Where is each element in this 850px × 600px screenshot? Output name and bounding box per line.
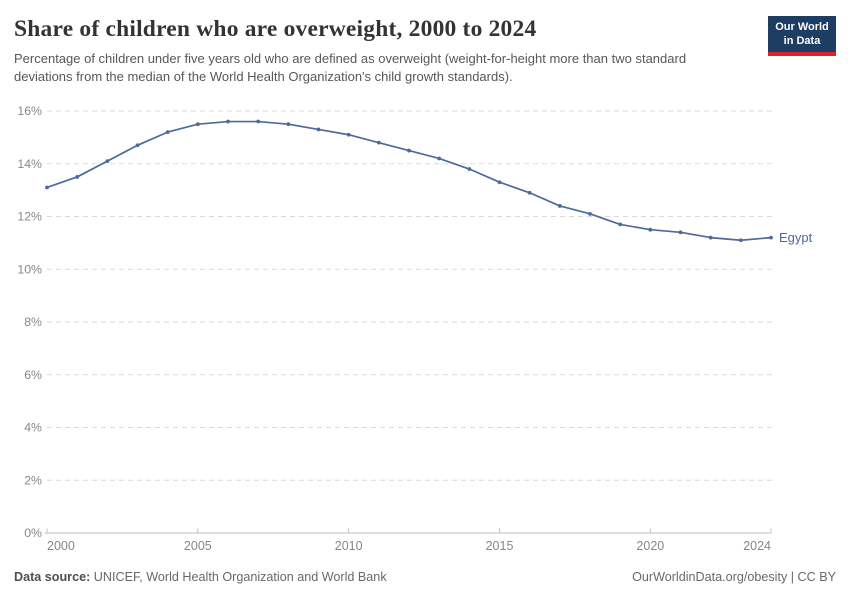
data-source-label: Data source: [14, 570, 91, 584]
x-axis-tick-label: 2015 [486, 539, 514, 553]
y-axis-tick-label: 12% [17, 210, 42, 224]
data-point [497, 180, 502, 185]
data-point [467, 167, 472, 171]
data-point [376, 140, 381, 145]
data-point [346, 132, 351, 137]
data-point [769, 235, 773, 240]
x-axis-tick-label: 2000 [47, 539, 75, 553]
chart-subtitle: Percentage of children under five years … [14, 51, 687, 84]
x-axis-tick-label: 2020 [636, 539, 664, 553]
data-point [557, 204, 562, 208]
chart-header: Share of children who are overweight, 20… [0, 0, 850, 85]
data-point [618, 222, 623, 227]
y-axis-tick-label: 6% [24, 368, 42, 382]
x-axis-tick-label: 2010 [335, 539, 363, 553]
y-axis-tick-label: 0% [24, 526, 42, 540]
data-point [75, 175, 80, 179]
data-point [286, 122, 291, 127]
x-axis-tick-label: 2005 [184, 539, 212, 553]
y-axis-tick-label: 8% [24, 315, 42, 329]
data-point [678, 230, 683, 235]
owid-logo-line2: in Data [783, 34, 821, 47]
data-point [708, 235, 713, 240]
data-point [195, 122, 200, 127]
chart-footer: Data source: UNICEF, World Health Organi… [14, 569, 836, 585]
data-point [527, 190, 532, 195]
data-point [738, 238, 743, 243]
chart-title: Share of children who are overweight, 20… [14, 16, 537, 42]
y-axis-tick-label: 2% [24, 473, 42, 487]
x-axis-tick-label: 2024 [743, 539, 771, 553]
y-axis-tick-label: 10% [17, 262, 42, 276]
data-point [45, 185, 49, 190]
owid-logo: Our World in Data [768, 16, 836, 56]
credit-link[interactable]: OurWorldinData.org/obesity | CC BY [632, 570, 836, 584]
data-point [226, 119, 230, 124]
data-line-egypt [46, 120, 772, 242]
y-axis-tick-label: 16% [17, 104, 42, 118]
data-point [437, 156, 442, 161]
data-point [407, 148, 411, 153]
series-end-label[interactable]: Egypt [779, 230, 813, 245]
data-point [135, 143, 140, 148]
data-source-text: UNICEF, World Health Organization and Wo… [90, 570, 387, 584]
data-point [256, 119, 261, 124]
data-point [316, 127, 321, 132]
data-point [588, 211, 592, 216]
data-point [105, 159, 110, 164]
owid-logo-line1: Our World [775, 21, 829, 33]
data-point [165, 130, 170, 135]
y-axis-tick-label: 14% [17, 157, 42, 171]
data-point [648, 227, 653, 232]
data-source: Data source: UNICEF, World Health Organi… [14, 569, 387, 585]
y-axis-tick-label: 4% [24, 421, 42, 435]
